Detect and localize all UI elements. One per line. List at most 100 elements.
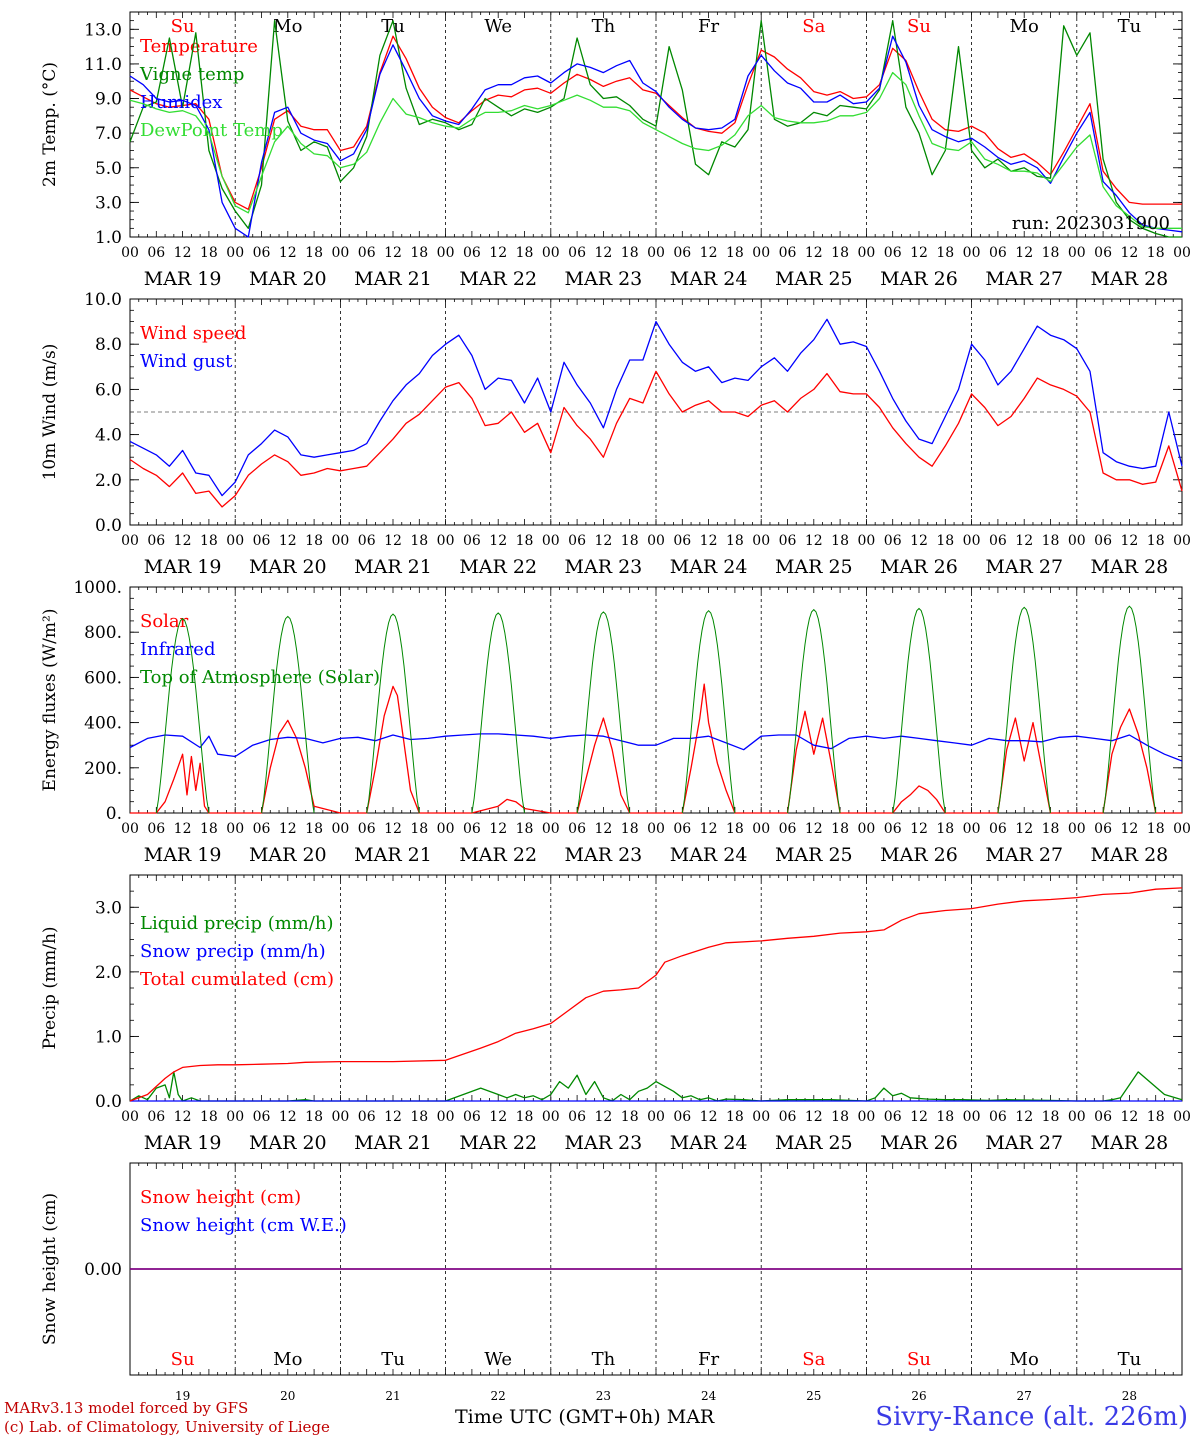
panel-5-weekday-label: We: [484, 1349, 512, 1370]
panel-1-hour-label: 12: [174, 245, 192, 261]
panel-3-y-tick-label: 600.: [84, 668, 122, 688]
panel-4-date-label: MAR 21: [354, 1132, 432, 1154]
panel-4-hour-label: 00: [331, 1109, 349, 1125]
panel-1-hour-label: 18: [516, 245, 534, 261]
panel-4-legend-3: Total cumulated (cm): [140, 969, 334, 990]
panel-4-date-label: MAR 23: [565, 1132, 643, 1154]
panel-3-hour-label: 12: [1015, 821, 1033, 837]
panel-1-hour-label: 00: [752, 245, 770, 261]
panel-5-day-number: 26: [911, 1389, 926, 1403]
panel-3-date-label: MAR 23: [565, 844, 643, 866]
panel-4-hour-label: 12: [1015, 1109, 1033, 1125]
panel-2-hour-label: 00: [857, 533, 875, 549]
panel-2-y-axis-label: 10m Wind (m/s): [40, 344, 60, 481]
panel-2-hour-label: 18: [410, 533, 428, 549]
panel-1-legend-3: Humidex: [140, 92, 222, 113]
panel-4-hour-label: 06: [253, 1109, 271, 1125]
panel-2-y-tick-label: 0.0: [95, 516, 122, 536]
panel-3-hour-label: 12: [489, 821, 507, 837]
panel-1-hour-label: 12: [1015, 245, 1033, 261]
panel-1-date-label: MAR 28: [1091, 268, 1169, 290]
panel-4-hour-label: 18: [831, 1109, 849, 1125]
panel-4-hour-label: 00: [437, 1109, 455, 1125]
panel-2-hour-label: 06: [568, 533, 586, 549]
panel-1-weekday-label: Tu: [381, 16, 405, 37]
panel-3-hour-label: 12: [805, 821, 823, 837]
panel-3-date-label: MAR 22: [459, 844, 537, 866]
panel-1-hour-label: 18: [831, 245, 849, 261]
panel-1-hour-label: 12: [700, 245, 718, 261]
panel-3-hour-label: 12: [594, 821, 612, 837]
panel-2-hour-label: 06: [358, 533, 376, 549]
panel-1-hour-label: 06: [779, 245, 797, 261]
panel-2-hour-label: 12: [279, 533, 297, 549]
panel-3-series-2-line: [129, 733, 1183, 762]
panel-1-hour-label: 00: [647, 245, 665, 261]
panel-1-weekday-label: Su: [907, 16, 931, 37]
panel-3-date-label: MAR 27: [985, 844, 1063, 866]
panel-2-y-tick-label: 4.0: [95, 426, 122, 446]
panel-2-date-label: MAR 27: [985, 556, 1063, 578]
panel-1-date-label: MAR 24: [670, 268, 748, 290]
panel-3-hour-label: 06: [358, 821, 376, 837]
panel-1-hour-label: 06: [253, 245, 271, 261]
panel-3-hour-label: 00: [752, 821, 770, 837]
panel-1-weekday-label: Mo: [273, 16, 302, 37]
panel-3-hour-label: 00: [331, 821, 349, 837]
panel-3-hour-label: 18: [726, 821, 744, 837]
panel-2-hour-label: 00: [1068, 533, 1086, 549]
panel-2-hour-label: 00: [963, 533, 981, 549]
panel-4-hour-label: 12: [279, 1109, 297, 1125]
panel-3-y-tick-label: 400.: [84, 714, 122, 734]
panel-2-hour-label: 18: [831, 533, 849, 549]
panel-1-hour-label: 18: [726, 245, 744, 261]
panel-3-hour-label: 00: [647, 821, 665, 837]
panel-2-date-label: MAR 25: [775, 556, 853, 578]
panel-3-hour-label: 06: [779, 821, 797, 837]
panel-4-hour-label: 12: [805, 1109, 823, 1125]
panel-4-hour-label: 12: [1120, 1109, 1138, 1125]
panel-2-hour-label: 00: [121, 533, 139, 549]
panel-2-date-label: MAR 28: [1091, 556, 1169, 578]
panel-1-weekday-label: We: [484, 16, 512, 37]
panel-2-series-1-line: [129, 370, 1183, 508]
panel-3-hour-label: 00: [121, 821, 139, 837]
panel-5-y-tick-label: 0.00: [84, 1260, 122, 1280]
panel-4-hour-label: 06: [884, 1109, 902, 1125]
panel-5-legend-1: Snow height (cm): [140, 1187, 301, 1208]
panel-1-date-label: MAR 22: [459, 268, 537, 290]
panel-1-weekday-label: Mo: [1010, 16, 1039, 37]
panel-5-day-number: 19: [175, 1389, 190, 1403]
panel-3-hour-label: 12: [279, 821, 297, 837]
panel-3-date-label: MAR 28: [1091, 844, 1169, 866]
panel-5-legend-2: Snow height (cm W.E.): [140, 1215, 347, 1236]
panel-1-series-3-line: [129, 35, 1183, 238]
panel-2-hour-label: 00: [542, 533, 560, 549]
panel-5-weekday-label: Tu: [381, 1349, 405, 1370]
panel-2-hour-label: 00: [647, 533, 665, 549]
panel-2-hour-label: 06: [147, 533, 165, 549]
panel-2-y-tick-label: 10.0: [84, 290, 122, 310]
panel-4-hour-label: 18: [516, 1109, 534, 1125]
panel-1-hour-label: 12: [279, 245, 297, 261]
panel-4-hour-label: 12: [174, 1109, 192, 1125]
panel-1-y-tick-label: 5.0: [95, 159, 122, 179]
panel-4-hour-label: 12: [700, 1109, 718, 1125]
panel-2-hour-label: 12: [700, 533, 718, 549]
panel-1-run-label: run: 2023031900: [1012, 213, 1170, 234]
panel-4-hour-label: 12: [384, 1109, 402, 1125]
panel-1-hour-label: 06: [989, 245, 1007, 261]
panel-3-hour-label: 18: [410, 821, 428, 837]
panel-3-hour-label: 12: [1120, 821, 1138, 837]
panel-3-hour-label: 06: [568, 821, 586, 837]
panel-1-legend-2: Vigne temp: [139, 64, 244, 85]
panel-1-hour-label: 12: [910, 245, 928, 261]
panel-5-weekday-label: Su: [171, 1349, 195, 1370]
panel-3-hour-label: 18: [831, 821, 849, 837]
panel-2-hour-label: 18: [200, 533, 218, 549]
panel-3-y-tick-label: 1000.: [73, 578, 122, 598]
panel-4-hour-label: 18: [1042, 1109, 1060, 1125]
panel-1-y-axis-label: 2m Temp. (°C): [40, 62, 60, 187]
panel-3-legend-1: Solar: [140, 611, 189, 632]
panel-1-hour-label: 12: [384, 245, 402, 261]
